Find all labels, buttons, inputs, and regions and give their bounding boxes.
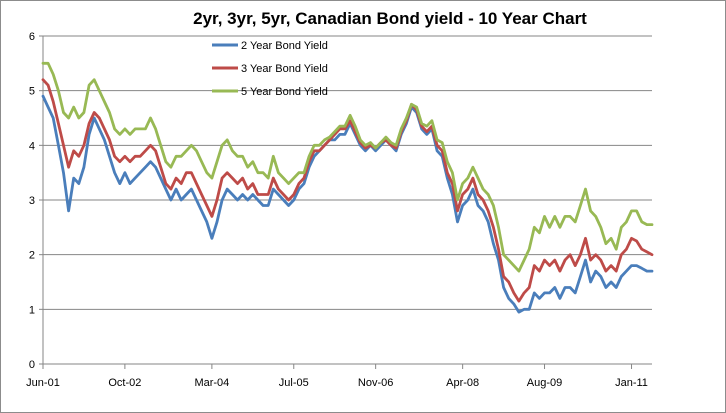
x-tick-label: Jul-05	[279, 377, 309, 389]
legend-label-3: 5 Year Bond Yield	[241, 86, 328, 98]
series-lines	[41, 61, 654, 314]
gridlines	[43, 35, 652, 310]
x-tick-label: Mar-04	[194, 377, 229, 389]
x-tick-label: Jun-01	[26, 377, 60, 389]
y-tick-label: 2	[29, 250, 35, 262]
chart-title: 2yr, 3yr, 5yr, Canadian Bond yield - 10 …	[193, 9, 587, 28]
x-tick-label: Aug-09	[527, 377, 562, 389]
legend: 2 Year Bond Yield 3 Year Bond Yield 5 Year…	[212, 40, 328, 98]
y-tick-label: 4	[29, 140, 35, 152]
y-tick-label: 0	[29, 359, 35, 371]
y-tick-label: 5	[29, 86, 35, 98]
legend-label-1: 2 Year Bond Yield	[241, 40, 328, 52]
legend-label-2: 3 Year Bond Yield	[241, 63, 328, 75]
series-line-2	[41, 78, 654, 303]
series-line-3	[41, 61, 654, 273]
y-tick-label: 3	[29, 195, 35, 207]
y-tick-label: 6	[29, 31, 35, 43]
x-tick-label: Jan-11	[615, 377, 648, 389]
y-tick-label: 1	[29, 304, 35, 316]
axes: 0 1 2 3 4 5 6 Jun-01 Oct-02 Mar-04 Jul-05 Nov-06 Apr…	[26, 31, 652, 389]
series-line-1	[41, 94, 654, 314]
x-tick-label: Apr-08	[446, 377, 479, 389]
x-tick-label: Oct-02	[108, 377, 141, 389]
x-tick-label: Nov-06	[358, 377, 393, 389]
